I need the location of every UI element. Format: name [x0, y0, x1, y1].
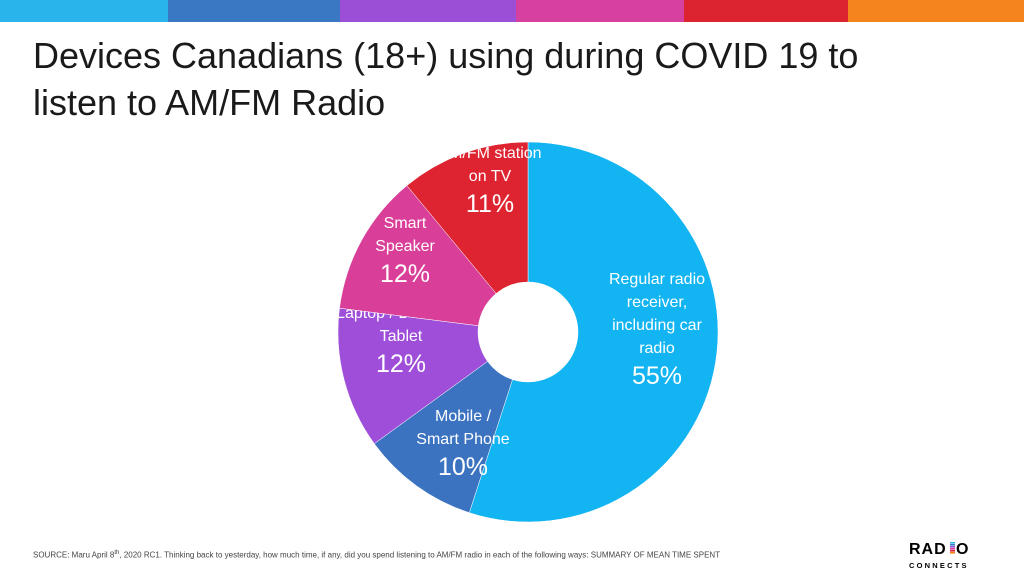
slice-label: including car [612, 317, 703, 334]
header-bar-segment [0, 0, 168, 22]
donut-slice [406, 141, 529, 294]
donut-slice [339, 185, 497, 327]
slide-title-line-1: Devices Canadians (18+) using during COV… [33, 35, 859, 76]
slice-value-label: 12% [376, 350, 426, 378]
header-bar-segment [168, 0, 340, 22]
radio-connects-logo: RAD O CONNECTS [909, 541, 969, 570]
slide-title-line-2: listen to AM/FM Radio [33, 82, 386, 123]
slice-label: Mobile / [435, 408, 492, 425]
slice-label: Tablet [380, 328, 423, 345]
slice-value-label: 11% [466, 190, 514, 218]
slice-value-label: 55% [632, 362, 682, 390]
slice-value-label: 12% [380, 260, 430, 288]
slice-label: radio [639, 340, 675, 357]
source-note: SOURCE: Maru April 8th, 2020 RC1. Thinki… [33, 550, 721, 560]
logo-bar [950, 544, 955, 546]
donut-slice [373, 361, 513, 514]
logo-sub: CONNECTS [909, 561, 969, 570]
header-color-bar [0, 0, 1024, 22]
header-bar-segment [684, 0, 848, 22]
slice-value-label: 10% [438, 453, 488, 481]
donut-slice [468, 141, 719, 523]
logo-bar [950, 552, 955, 554]
logo-bar [950, 542, 955, 544]
slice-label: Smart [384, 215, 427, 232]
slide-title: Devices Canadians (18+) using during COV… [33, 32, 933, 126]
slice-label: Smart Phone [416, 431, 509, 448]
slice-label: AM/FM station [438, 145, 541, 162]
slice-label: receiver, [627, 294, 687, 311]
logo-i-bars [950, 542, 955, 554]
slice-label: on TV [469, 168, 512, 185]
slice-label: Regular radio [609, 271, 705, 288]
logo-word-b: O [956, 541, 969, 558]
header-bar-segment [516, 0, 684, 22]
logo-bar [950, 546, 955, 548]
slice-label: Speaker [375, 238, 435, 255]
header-bar-segment [340, 0, 516, 22]
logo-word-a: RAD [909, 541, 947, 558]
header-bar-segment [848, 0, 1024, 22]
logo-bar [950, 548, 955, 550]
logo-bar [950, 550, 955, 552]
donut-slice [337, 307, 488, 445]
